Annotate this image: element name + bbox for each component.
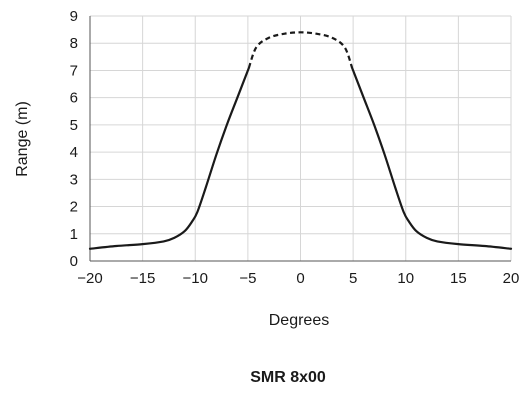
range-curve-solid-segment	[88, 66, 251, 250]
y-tick-label: 9	[70, 8, 78, 25]
y-axis-label: Range (m)	[14, 101, 31, 177]
axes	[89, 16, 511, 262]
x-axis-label: Degrees	[269, 312, 329, 329]
y-tick-labels: 0 1 2 3 4 5 6 7 8 9	[70, 8, 78, 270]
y-tick-label: 6	[70, 90, 78, 107]
grid-lines	[89, 15, 512, 262]
chart-caption: SMR 8x00	[250, 369, 326, 386]
range-curve-dashed-segment	[247, 31, 354, 69]
x-tick-label: −5	[239, 270, 256, 287]
data-series	[88, 31, 513, 250]
y-tick-label: 0	[70, 253, 78, 270]
y-tick-label: 7	[70, 62, 78, 79]
x-tick-label: 10	[397, 270, 414, 287]
y-tick-label: 5	[70, 117, 78, 134]
y-tick-label: 1	[70, 226, 78, 243]
x-tick-label: 0	[296, 270, 304, 287]
x-tick-label: 5	[349, 270, 357, 287]
x-tick-label: −15	[130, 270, 155, 287]
x-tick-labels: −20 −15 −10 −5 0 5 10 15 20	[77, 270, 519, 287]
y-tick-label: 8	[70, 35, 78, 52]
y-tick-label: 4	[70, 144, 78, 161]
y-tick-label: 3	[70, 171, 78, 188]
x-tick-label: 15	[450, 270, 467, 287]
x-tick-label: 20	[503, 270, 520, 287]
x-tick-label: −20	[77, 270, 102, 287]
x-tick-label: −10	[183, 270, 208, 287]
y-tick-label: 2	[70, 199, 78, 216]
range-curve-solid-segment	[350, 66, 513, 250]
